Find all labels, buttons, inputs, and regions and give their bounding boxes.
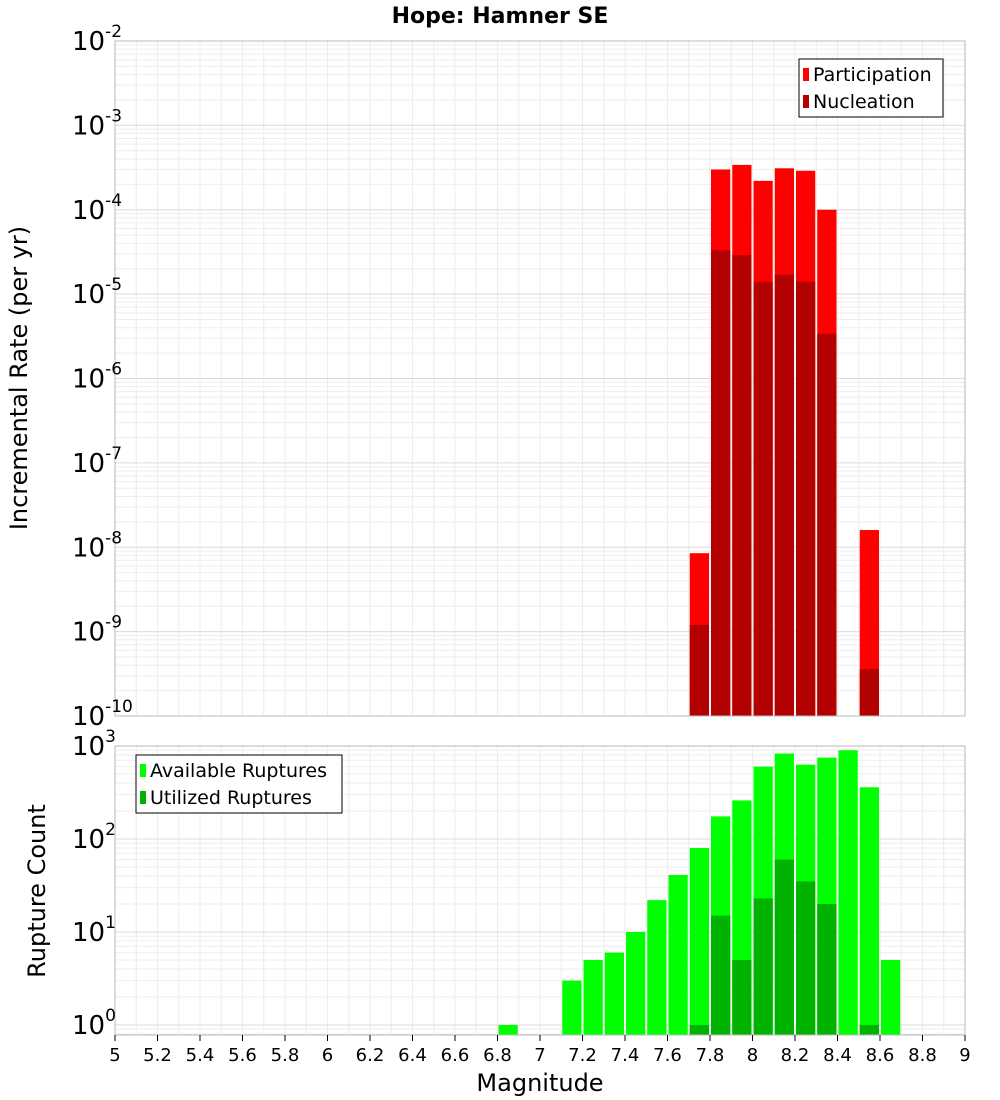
x-tick-label: 6 bbox=[322, 1045, 333, 1066]
y-tick-label: 10-6 bbox=[72, 360, 122, 395]
count-bar bbox=[711, 915, 731, 1035]
count-bar bbox=[689, 848, 709, 1035]
rate-bar bbox=[796, 281, 816, 716]
x-tick-label: 6.4 bbox=[398, 1045, 427, 1066]
rate-y-axis-label: Incremental Rate (per yr) bbox=[5, 226, 33, 530]
x-tick-label: 9 bbox=[959, 1045, 970, 1066]
x-tick-label: 8.6 bbox=[866, 1045, 895, 1066]
y-tick-label: 10-5 bbox=[72, 275, 122, 310]
count-bar bbox=[668, 874, 688, 1035]
y-tick-label: 102 bbox=[72, 820, 116, 855]
x-tick-label: 5.8 bbox=[271, 1045, 300, 1066]
count-series-secondary bbox=[689, 859, 879, 1035]
x-axis: 5 5.2 5.4 5.6 5.8 6 6.2 6.4 6.6 6.8 7 7.2 7.4 7.6 7.8 8… bbox=[109, 1035, 971, 1066]
rate-bar bbox=[753, 281, 773, 716]
chart-title: Hope: Hamner SE bbox=[392, 4, 609, 29]
count-bar bbox=[859, 1024, 879, 1035]
x-tick-label: 7.2 bbox=[568, 1045, 597, 1066]
count-bar bbox=[562, 980, 582, 1035]
legend-label: Nucleation bbox=[813, 91, 915, 113]
x-axis-label: Magnitude bbox=[476, 1069, 603, 1097]
rate-bar bbox=[817, 333, 837, 716]
count-bar bbox=[498, 1024, 518, 1035]
legend-swatch bbox=[140, 791, 146, 804]
x-tick-label: 6.2 bbox=[356, 1045, 385, 1066]
y-tick-label: 10-2 bbox=[72, 22, 122, 57]
rate-plot: 10-2 10-3 10-4 10-5 10-6 10-7 10-8 10-9 10-10 Inc… bbox=[5, 22, 966, 732]
x-tick-label: 7 bbox=[534, 1045, 545, 1066]
rate-bar bbox=[732, 255, 752, 716]
x-tick-label: 7.6 bbox=[653, 1045, 682, 1066]
y-tick-label: 100 bbox=[72, 1006, 116, 1041]
x-tick-label: 6.6 bbox=[441, 1045, 470, 1066]
count-bar bbox=[604, 952, 624, 1035]
rate-bar bbox=[711, 250, 731, 717]
count-bar bbox=[626, 931, 646, 1035]
count-y-axis-label: Rupture Count bbox=[23, 804, 51, 978]
y-tick-label: 10-8 bbox=[72, 528, 122, 563]
count-bar bbox=[647, 900, 667, 1035]
legend-box bbox=[135, 754, 343, 814]
legend-swatch bbox=[140, 764, 146, 777]
x-tick-label: 6.8 bbox=[483, 1045, 512, 1066]
count-bar bbox=[859, 787, 879, 1035]
x-tick-label: 8.2 bbox=[781, 1045, 810, 1066]
x-tick-label: 8 bbox=[747, 1045, 758, 1066]
y-tick-label: 101 bbox=[72, 913, 116, 948]
legend-box bbox=[798, 58, 944, 118]
legend-swatch bbox=[803, 95, 809, 108]
y-tick-label: 103 bbox=[72, 727, 116, 762]
rate-bar bbox=[689, 624, 709, 716]
count-bar bbox=[817, 903, 837, 1035]
count-legend: Available Ruptures Utilized Ruptures bbox=[135, 754, 343, 814]
x-tick-label: 5.6 bbox=[228, 1045, 257, 1066]
count-bar bbox=[881, 959, 901, 1035]
y-tick-label: 10-7 bbox=[72, 444, 122, 479]
count-bar bbox=[774, 859, 794, 1035]
rate-legend: Participation Nucleation bbox=[798, 58, 944, 118]
rate-plot-border bbox=[114, 40, 966, 717]
legend-label: Utilized Ruptures bbox=[150, 787, 312, 809]
x-tick-label: 7.8 bbox=[696, 1045, 725, 1066]
rate-series-secondary bbox=[689, 250, 879, 717]
rate-bar bbox=[859, 669, 879, 716]
count-bar bbox=[689, 1024, 709, 1035]
rate-gridlines bbox=[114, 41, 966, 717]
count-bar bbox=[838, 750, 858, 1035]
x-tick-label: 8.4 bbox=[823, 1045, 852, 1066]
y-tick-label: 10-9 bbox=[72, 613, 122, 648]
count-bar bbox=[732, 959, 752, 1035]
x-tick-label: 5 bbox=[109, 1045, 120, 1066]
x-tick-label: 5.4 bbox=[186, 1045, 215, 1066]
rate-y-ticks: 10-2 10-3 10-4 10-5 10-6 10-7 10-8 10-9 10-10 bbox=[72, 22, 133, 732]
legend-label: Available Ruptures bbox=[150, 760, 327, 782]
x-tick-label: 5.2 bbox=[143, 1045, 172, 1066]
x-tick-label: 8.8 bbox=[908, 1045, 937, 1066]
rupture-count-plot: 103 102 101 100 Rupture Count Available Ruptu… bbox=[23, 727, 966, 1041]
count-bar bbox=[583, 959, 603, 1035]
y-tick-label: 10-4 bbox=[72, 191, 122, 226]
count-y-ticks: 103 102 101 100 bbox=[72, 727, 116, 1041]
legend-label: Participation bbox=[813, 64, 932, 86]
rate-bar bbox=[774, 274, 794, 716]
y-tick-label: 10-10 bbox=[72, 697, 133, 732]
legend-swatch bbox=[803, 68, 809, 81]
count-bar bbox=[796, 881, 816, 1035]
x-tick-label: 7.4 bbox=[611, 1045, 640, 1066]
count-bar bbox=[753, 898, 773, 1035]
y-tick-label: 10-3 bbox=[72, 106, 122, 141]
